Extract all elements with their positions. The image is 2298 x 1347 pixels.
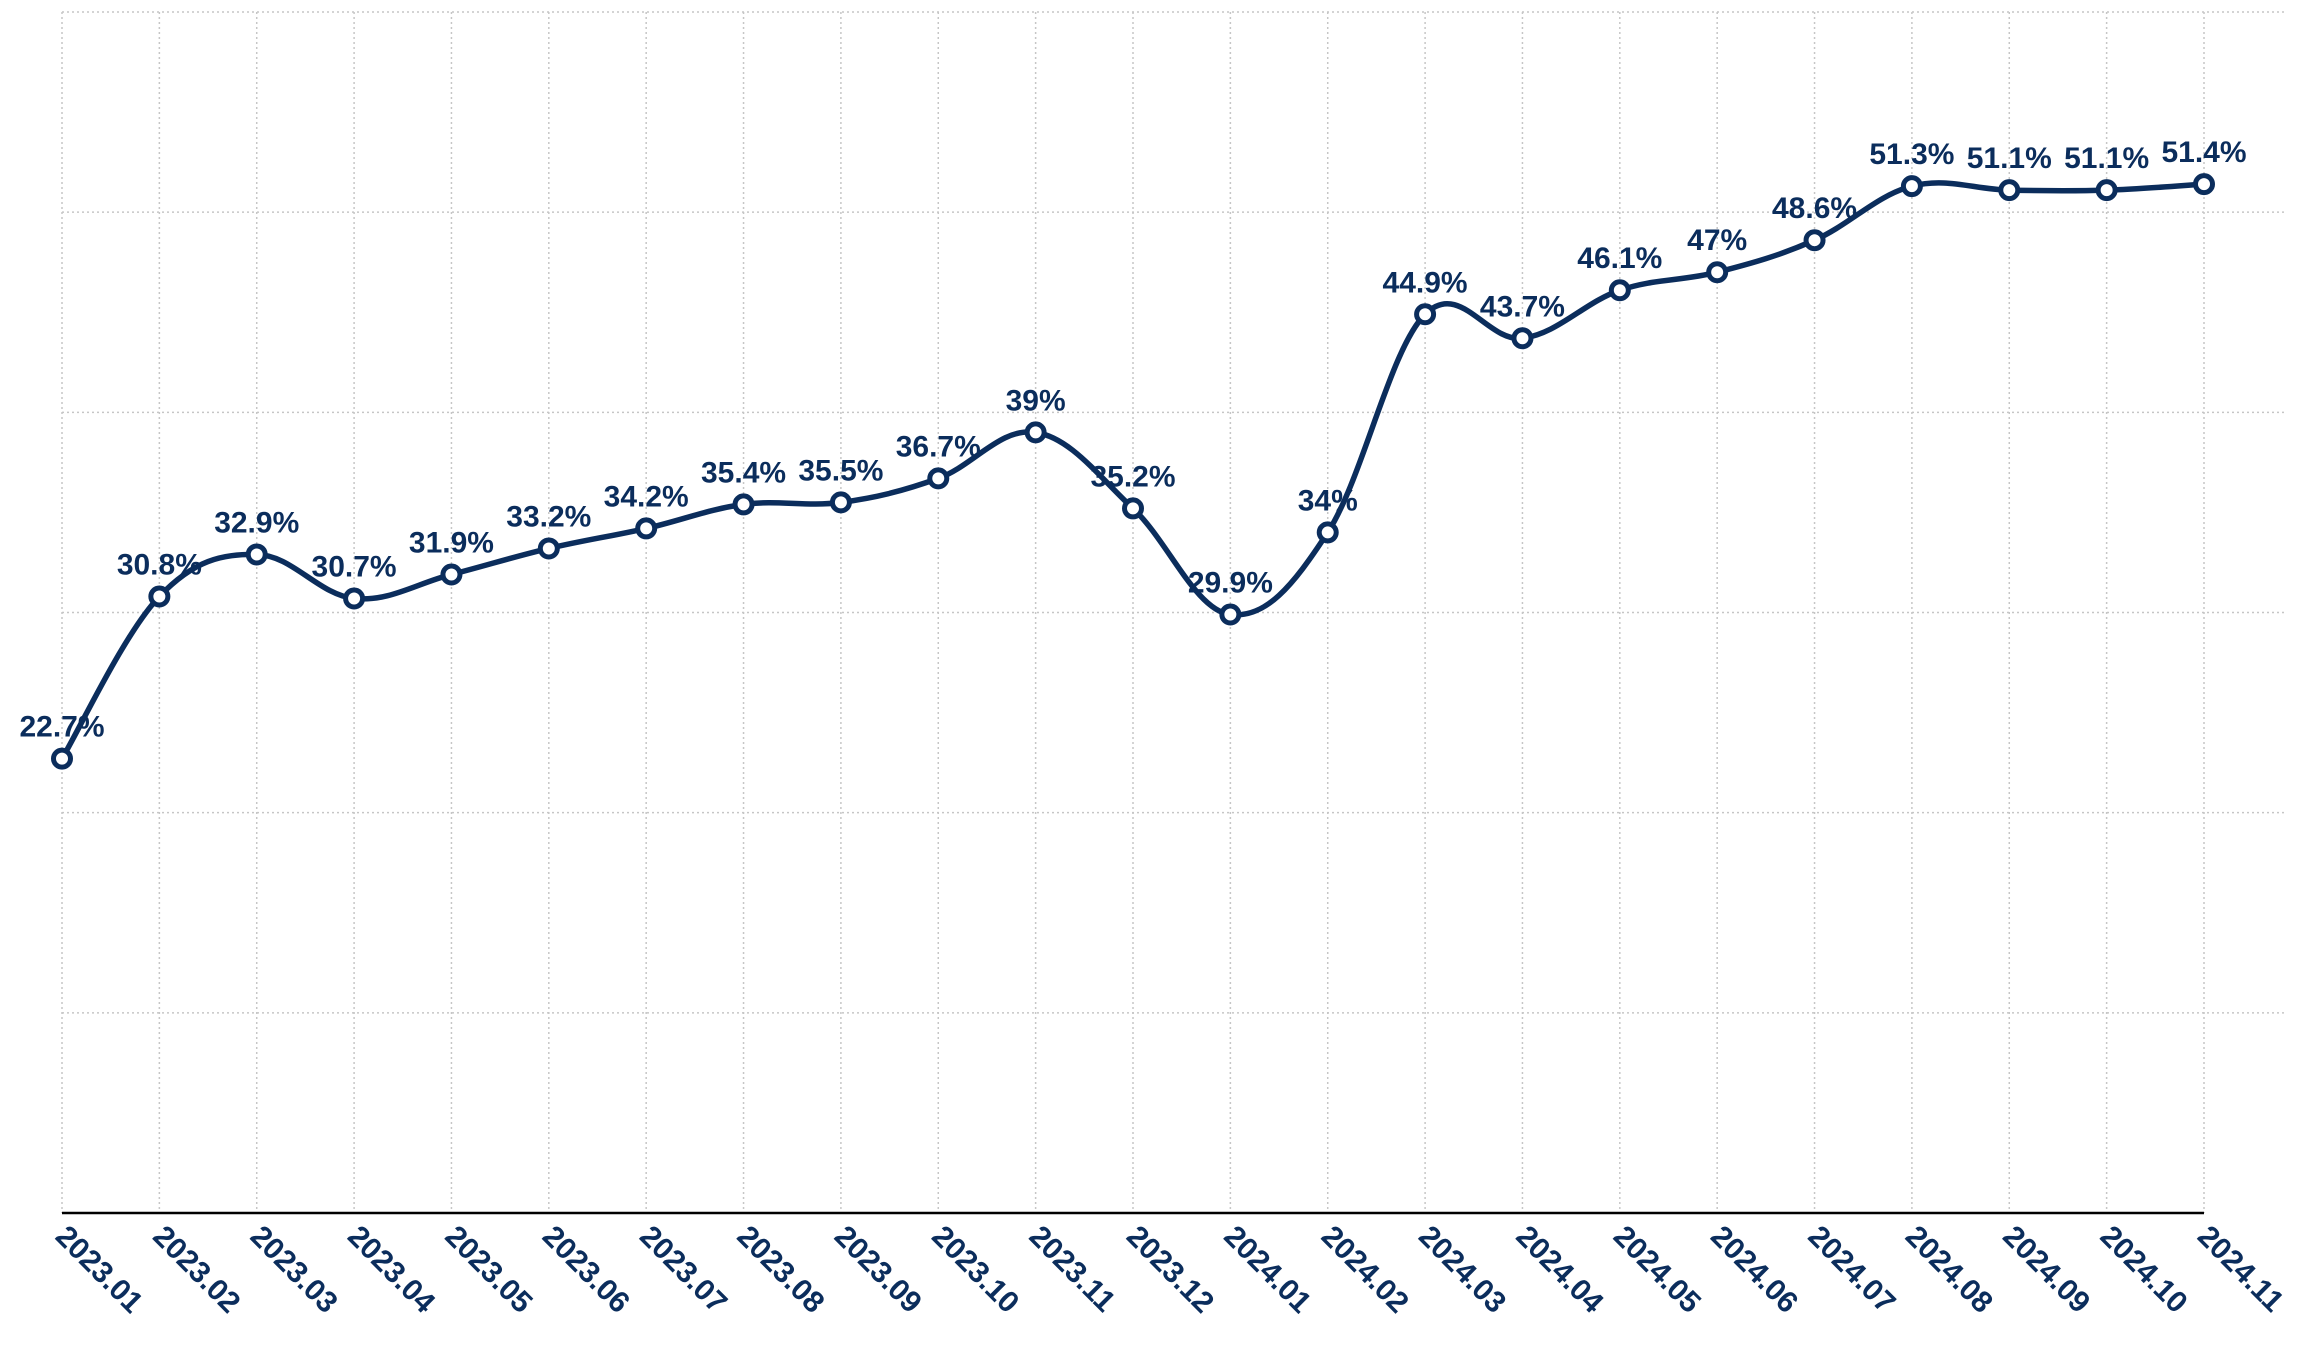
data-point xyxy=(1511,327,1534,350)
data-point xyxy=(1316,521,1339,544)
data-label: 32.9% xyxy=(214,506,299,539)
data-point xyxy=(2193,173,2215,196)
label-layer: 22.7% 30.8% 32.9% 30.7% 31.9% 33.2% 34.2% 35.4%… xyxy=(19,136,2246,743)
data-point xyxy=(2095,179,2118,202)
data-point xyxy=(1900,175,1923,198)
tick-layer: 2023.012023.022023.032023.042023.052023.… xyxy=(49,1220,2290,1320)
data-point xyxy=(1706,261,1729,284)
data-label: 46.1% xyxy=(1577,242,1662,275)
x-tick-label: 2024.09 xyxy=(1996,1220,2096,1320)
x-tick-label: 2023.09 xyxy=(828,1220,928,1320)
data-label: 51.3% xyxy=(1869,138,1954,171)
x-tick-label: 2024.04 xyxy=(1510,1220,1610,1320)
data-label: 31.9% xyxy=(409,526,494,559)
x-tick-label: 2024.05 xyxy=(1607,1220,1707,1320)
x-tick-label: 2023.03 xyxy=(244,1220,344,1320)
data-point xyxy=(1608,279,1631,302)
x-tick-label: 2023.06 xyxy=(536,1220,636,1320)
x-tick-label: 2024.03 xyxy=(1412,1220,1512,1320)
x-tick-label: 2023.07 xyxy=(633,1220,733,1320)
data-point xyxy=(148,585,171,608)
data-label: 35.4% xyxy=(701,456,786,489)
data-point xyxy=(1122,497,1144,520)
data-label: 51.4% xyxy=(2161,136,2246,169)
x-tick-label: 2023.08 xyxy=(731,1220,831,1320)
data-point xyxy=(343,587,366,610)
data-point xyxy=(51,747,73,770)
x-tick-label: 2023.05 xyxy=(439,1220,539,1320)
x-tick-label: 2024.10 xyxy=(2094,1220,2194,1320)
x-tick-label: 2024.02 xyxy=(1315,1220,1415,1320)
x-tick-label: 2023.02 xyxy=(146,1220,246,1320)
data-label: 33.2% xyxy=(506,500,591,533)
data-label: 39% xyxy=(1006,384,1066,417)
data-point xyxy=(1803,229,1826,252)
x-tick-label: 2023.12 xyxy=(1120,1220,1220,1320)
data-label: 22.7% xyxy=(19,711,104,744)
data-label: 34% xyxy=(1298,484,1358,517)
data-point xyxy=(440,563,463,586)
data-point xyxy=(537,537,560,560)
x-tick-label: 2024.01 xyxy=(1217,1220,1317,1320)
data-label: 48.6% xyxy=(1772,192,1857,225)
data-label: 30.7% xyxy=(312,550,397,583)
data-label: 30.8% xyxy=(117,548,202,581)
data-point xyxy=(829,491,852,514)
data-point xyxy=(635,517,658,540)
data-point xyxy=(1219,603,1242,626)
data-point xyxy=(245,543,268,566)
data-label: 35.5% xyxy=(798,454,883,487)
data-label: 44.9% xyxy=(1383,266,1468,299)
x-tick-label: 2023.11 xyxy=(1023,1220,1122,1319)
data-label: 51.1% xyxy=(1967,142,2052,175)
data-label: 36.7% xyxy=(896,430,981,463)
data-label: 47% xyxy=(1687,224,1747,257)
x-tick-label: 2024.11 xyxy=(2191,1220,2290,1319)
x-tick-label: 2024.07 xyxy=(1802,1220,1902,1320)
grid-layer xyxy=(61,11,2286,1213)
x-tick-label: 2023.10 xyxy=(925,1220,1025,1320)
x-tick-label: 2023.01 xyxy=(49,1220,149,1320)
data-point xyxy=(732,493,755,516)
x-tick-label: 2024.06 xyxy=(1704,1220,1804,1320)
data-label: 51.1% xyxy=(2064,142,2149,175)
x-tick-label: 2023.04 xyxy=(341,1220,441,1320)
data-point xyxy=(1414,303,1437,326)
x-tick-label: 2024.08 xyxy=(1899,1220,1999,1320)
marker-layer xyxy=(51,173,2215,770)
data-label: 35.2% xyxy=(1090,460,1175,493)
data-point xyxy=(1024,421,1047,444)
data-point xyxy=(1998,179,2021,202)
data-label: 29.9% xyxy=(1188,567,1273,600)
data-label: 43.7% xyxy=(1480,290,1565,323)
data-label: 34.2% xyxy=(604,480,689,513)
data-point xyxy=(927,467,950,490)
